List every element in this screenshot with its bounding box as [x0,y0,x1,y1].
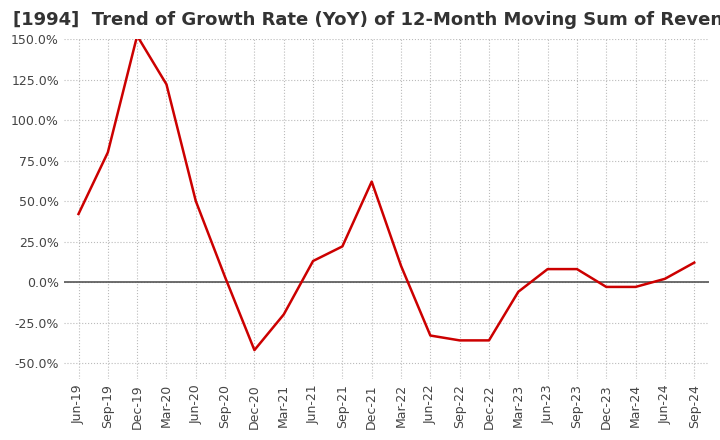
Title: [1994]  Trend of Growth Rate (YoY) of 12-Month Moving Sum of Revenues: [1994] Trend of Growth Rate (YoY) of 12-… [14,11,720,29]
